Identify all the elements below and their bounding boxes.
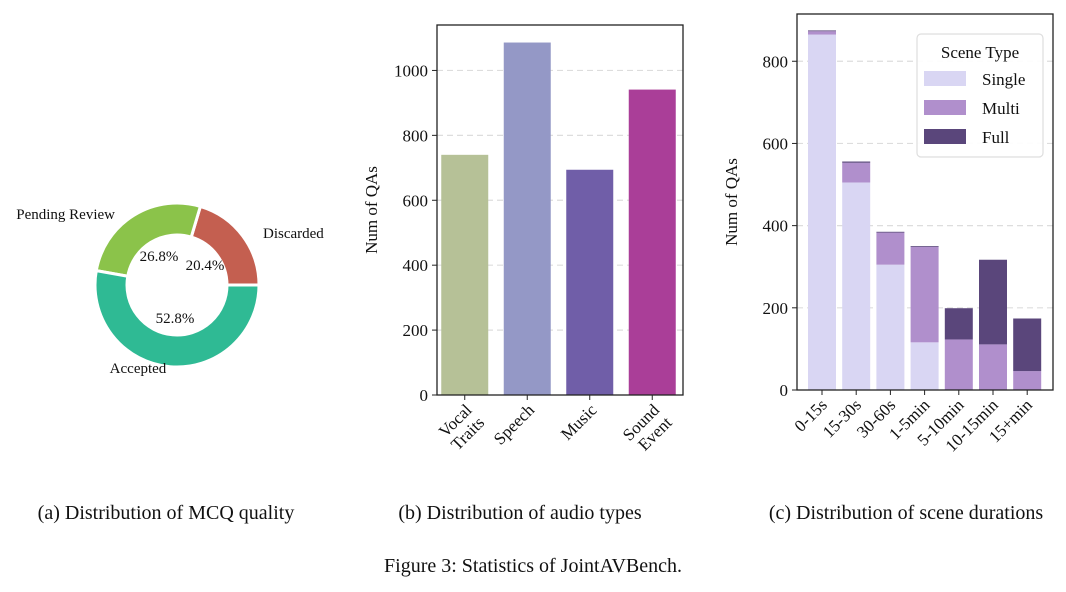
legend-label: Full	[982, 128, 1010, 147]
bar-music	[566, 169, 614, 395]
slice-label: Pending Review	[16, 207, 115, 223]
bar-segment-multi	[876, 232, 905, 265]
legend-swatch-full	[924, 129, 966, 144]
bar-segment-full	[910, 246, 939, 247]
bar-segment-multi	[842, 162, 871, 183]
y-tick-label: 400	[763, 217, 789, 236]
bar-segment-full	[1013, 318, 1042, 372]
bar-segment-single	[808, 34, 836, 390]
bar-segment-single	[910, 342, 939, 390]
bar-segment-full	[979, 259, 1007, 345]
slice-label: Accepted	[110, 361, 167, 377]
bar-segment-multi	[944, 339, 973, 390]
bar-segment-full	[808, 30, 836, 32]
legend-swatch-multi	[924, 100, 966, 115]
y-axis-label: Num of QAs	[722, 158, 741, 246]
bar-segment-full	[944, 308, 973, 340]
legend-box	[916, 33, 1044, 158]
caption-c: (c) Distribution of scene durations	[768, 502, 1044, 524]
y-tick-label: 600	[763, 134, 789, 153]
x-tick-label: Speech	[490, 400, 539, 449]
donut-slice-accepted	[93, 268, 261, 369]
bar-segment-full	[876, 231, 905, 233]
legend: Scene Type Single Multi Full	[916, 33, 1044, 158]
x-tick-label: VocalTraits	[435, 400, 489, 454]
slice-value-label: 26.8%	[140, 249, 179, 265]
y-axis-label: Num of QAs	[362, 166, 381, 254]
slice-label: Discarded	[263, 226, 324, 242]
y-tick-label: 200	[763, 299, 789, 318]
bar-speech	[503, 42, 551, 396]
bar-sound-event	[628, 89, 676, 396]
bar-segment-multi	[808, 31, 836, 35]
axes-frame	[436, 24, 684, 396]
legend-label: Single	[982, 70, 1025, 89]
figure-caption: Figure 3: Statistics of JointAVBench.	[384, 555, 682, 577]
bar-segment-multi	[979, 344, 1007, 390]
y-tick-label: 800	[763, 52, 789, 71]
y-tick-label: 0	[780, 381, 789, 400]
y-tick-label: 0	[420, 386, 429, 405]
slice-value-label: 52.8%	[156, 311, 195, 327]
y-tick-label: 800	[403, 126, 429, 145]
bar-segment-full	[842, 161, 871, 163]
y-tick-label: 200	[403, 321, 429, 340]
slice-value-label: 20.4%	[186, 258, 225, 274]
bar-segment-multi	[1013, 371, 1042, 390]
y-tick-label: 1000	[394, 61, 428, 80]
axes-frame	[796, 13, 1054, 391]
caption-a: (a) Distribution of MCQ quality	[37, 502, 295, 524]
bar-segment-single	[876, 264, 905, 390]
legend-title: Scene Type	[941, 43, 1019, 62]
y-tick-label: 400	[403, 256, 429, 275]
bar-vocal-traits	[441, 154, 489, 395]
chart-b: 0 200 400 600 800 1000 Num of QAs VocalTraits Sp…	[362, 24, 684, 457]
x-tick-label: 15-30s	[819, 395, 865, 441]
bar-segment-single	[842, 182, 871, 390]
legend-swatch-single	[924, 71, 966, 86]
bar-segment-multi	[910, 246, 939, 343]
y-tick-label: 600	[403, 191, 429, 210]
x-tick-label: Music	[557, 400, 601, 444]
caption-b: (b) Distribution of audio types	[398, 502, 642, 524]
legend-label: Multi	[982, 99, 1020, 118]
x-tick-label: SoundEvent	[619, 400, 676, 457]
